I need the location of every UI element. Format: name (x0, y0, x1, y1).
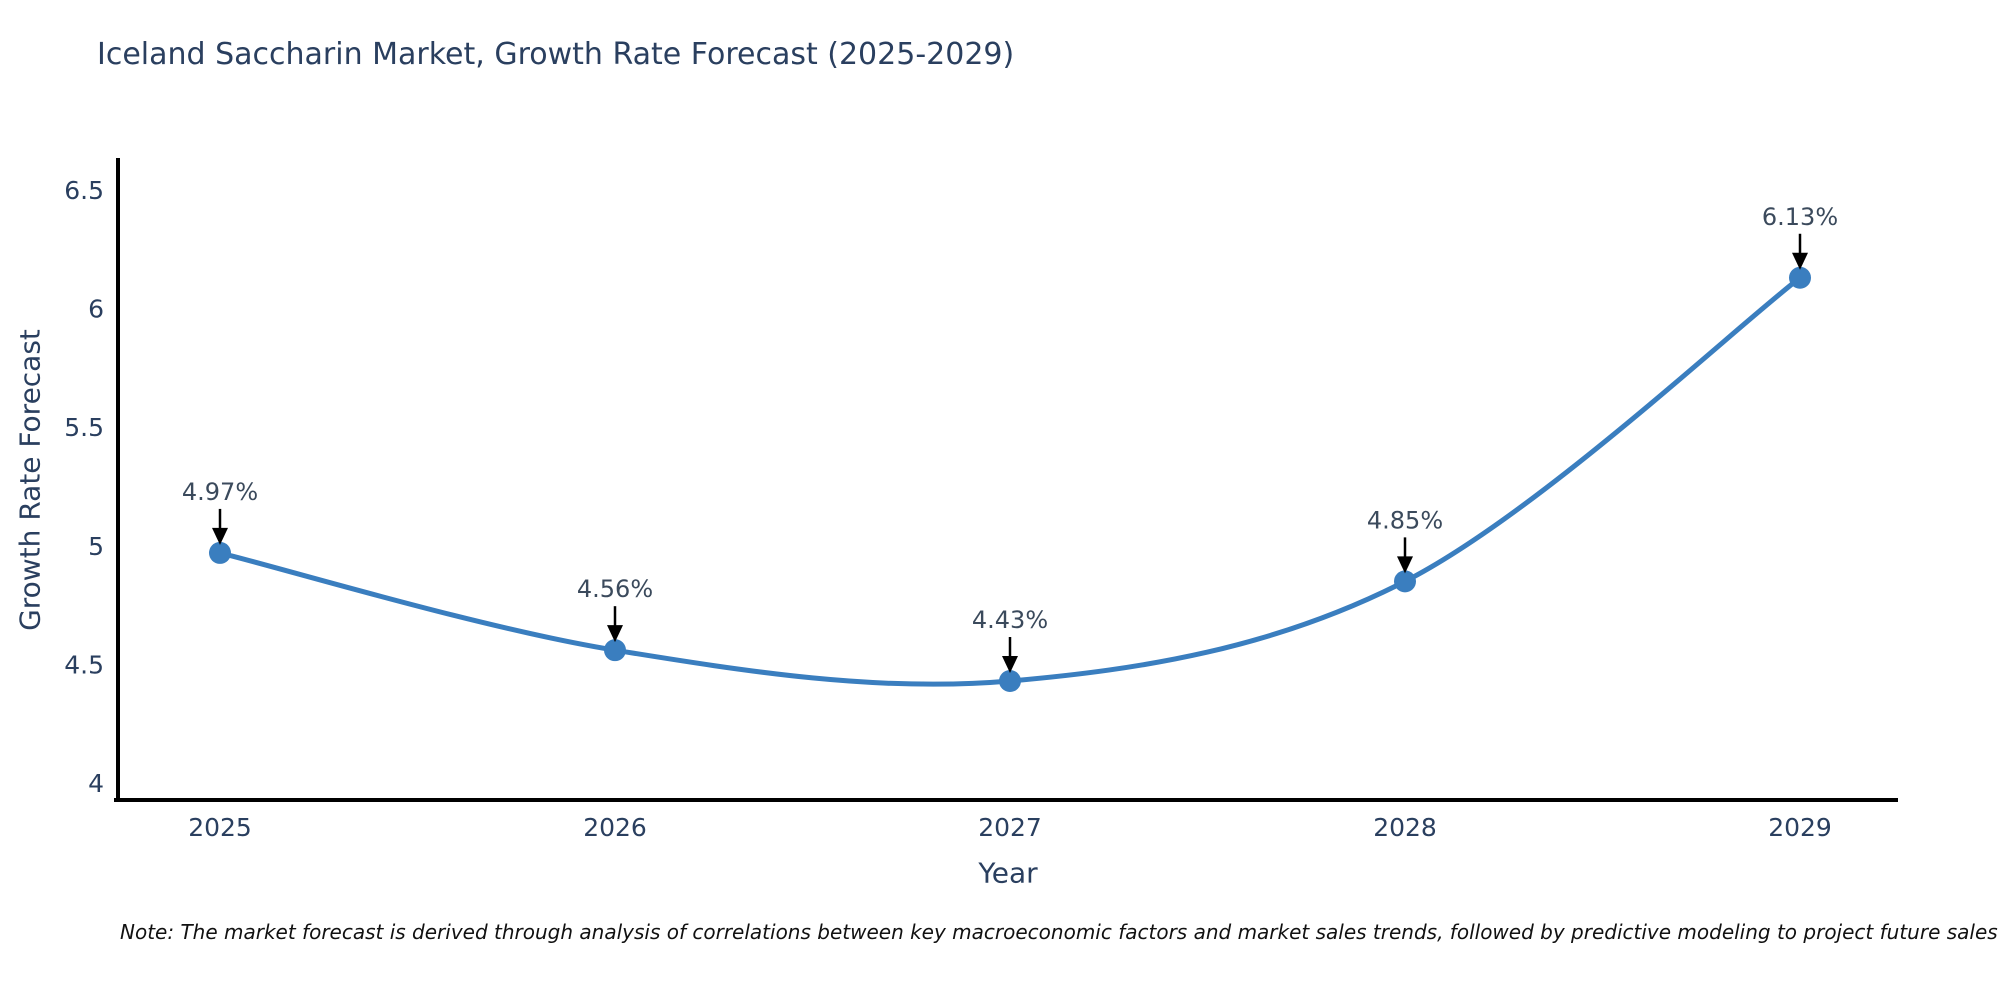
data-point-marker[interactable] (604, 639, 626, 662)
annotation-arrow-head (607, 625, 623, 643)
y-tick-label: 5 (88, 532, 104, 561)
y-tick-label: 5.5 (64, 413, 104, 442)
annotation-arrow-head (212, 527, 228, 545)
y-tick-label: 6 (88, 295, 104, 324)
y-tick-label: 4 (88, 769, 104, 798)
x-axis-title: Year (978, 856, 1038, 890)
y-tick-label: 4.5 (64, 650, 104, 679)
x-tick-label: 2027 (978, 813, 1042, 842)
annotation-label: 6.13% (1762, 203, 1838, 231)
annotation-label: 4.97% (182, 478, 258, 506)
annotation-arrow-head (1792, 252, 1808, 270)
x-tick-label: 2025 (188, 813, 252, 842)
data-point-marker[interactable] (209, 541, 231, 564)
footnote: Note: The market forecast is derived thr… (120, 920, 1998, 944)
annotation-arrow-head (1397, 556, 1413, 574)
x-tick-label: 2026 (583, 813, 647, 842)
annotation-label: 4.56% (577, 575, 653, 603)
annotation-arrow-head (1002, 656, 1018, 674)
data-point-marker[interactable] (1394, 570, 1416, 593)
annotation-label: 4.85% (1367, 506, 1443, 534)
y-tick-label: 6.5 (64, 176, 104, 205)
annotation-label: 4.43% (972, 606, 1048, 634)
x-tick-label: 2028 (1373, 813, 1437, 842)
chart-title: Iceland Saccharin Market, Growth Rate Fo… (97, 37, 1015, 72)
x-tick-label: 2029 (1768, 813, 1832, 842)
data-point-marker[interactable] (999, 670, 1021, 693)
data-point-marker[interactable] (1789, 266, 1811, 289)
